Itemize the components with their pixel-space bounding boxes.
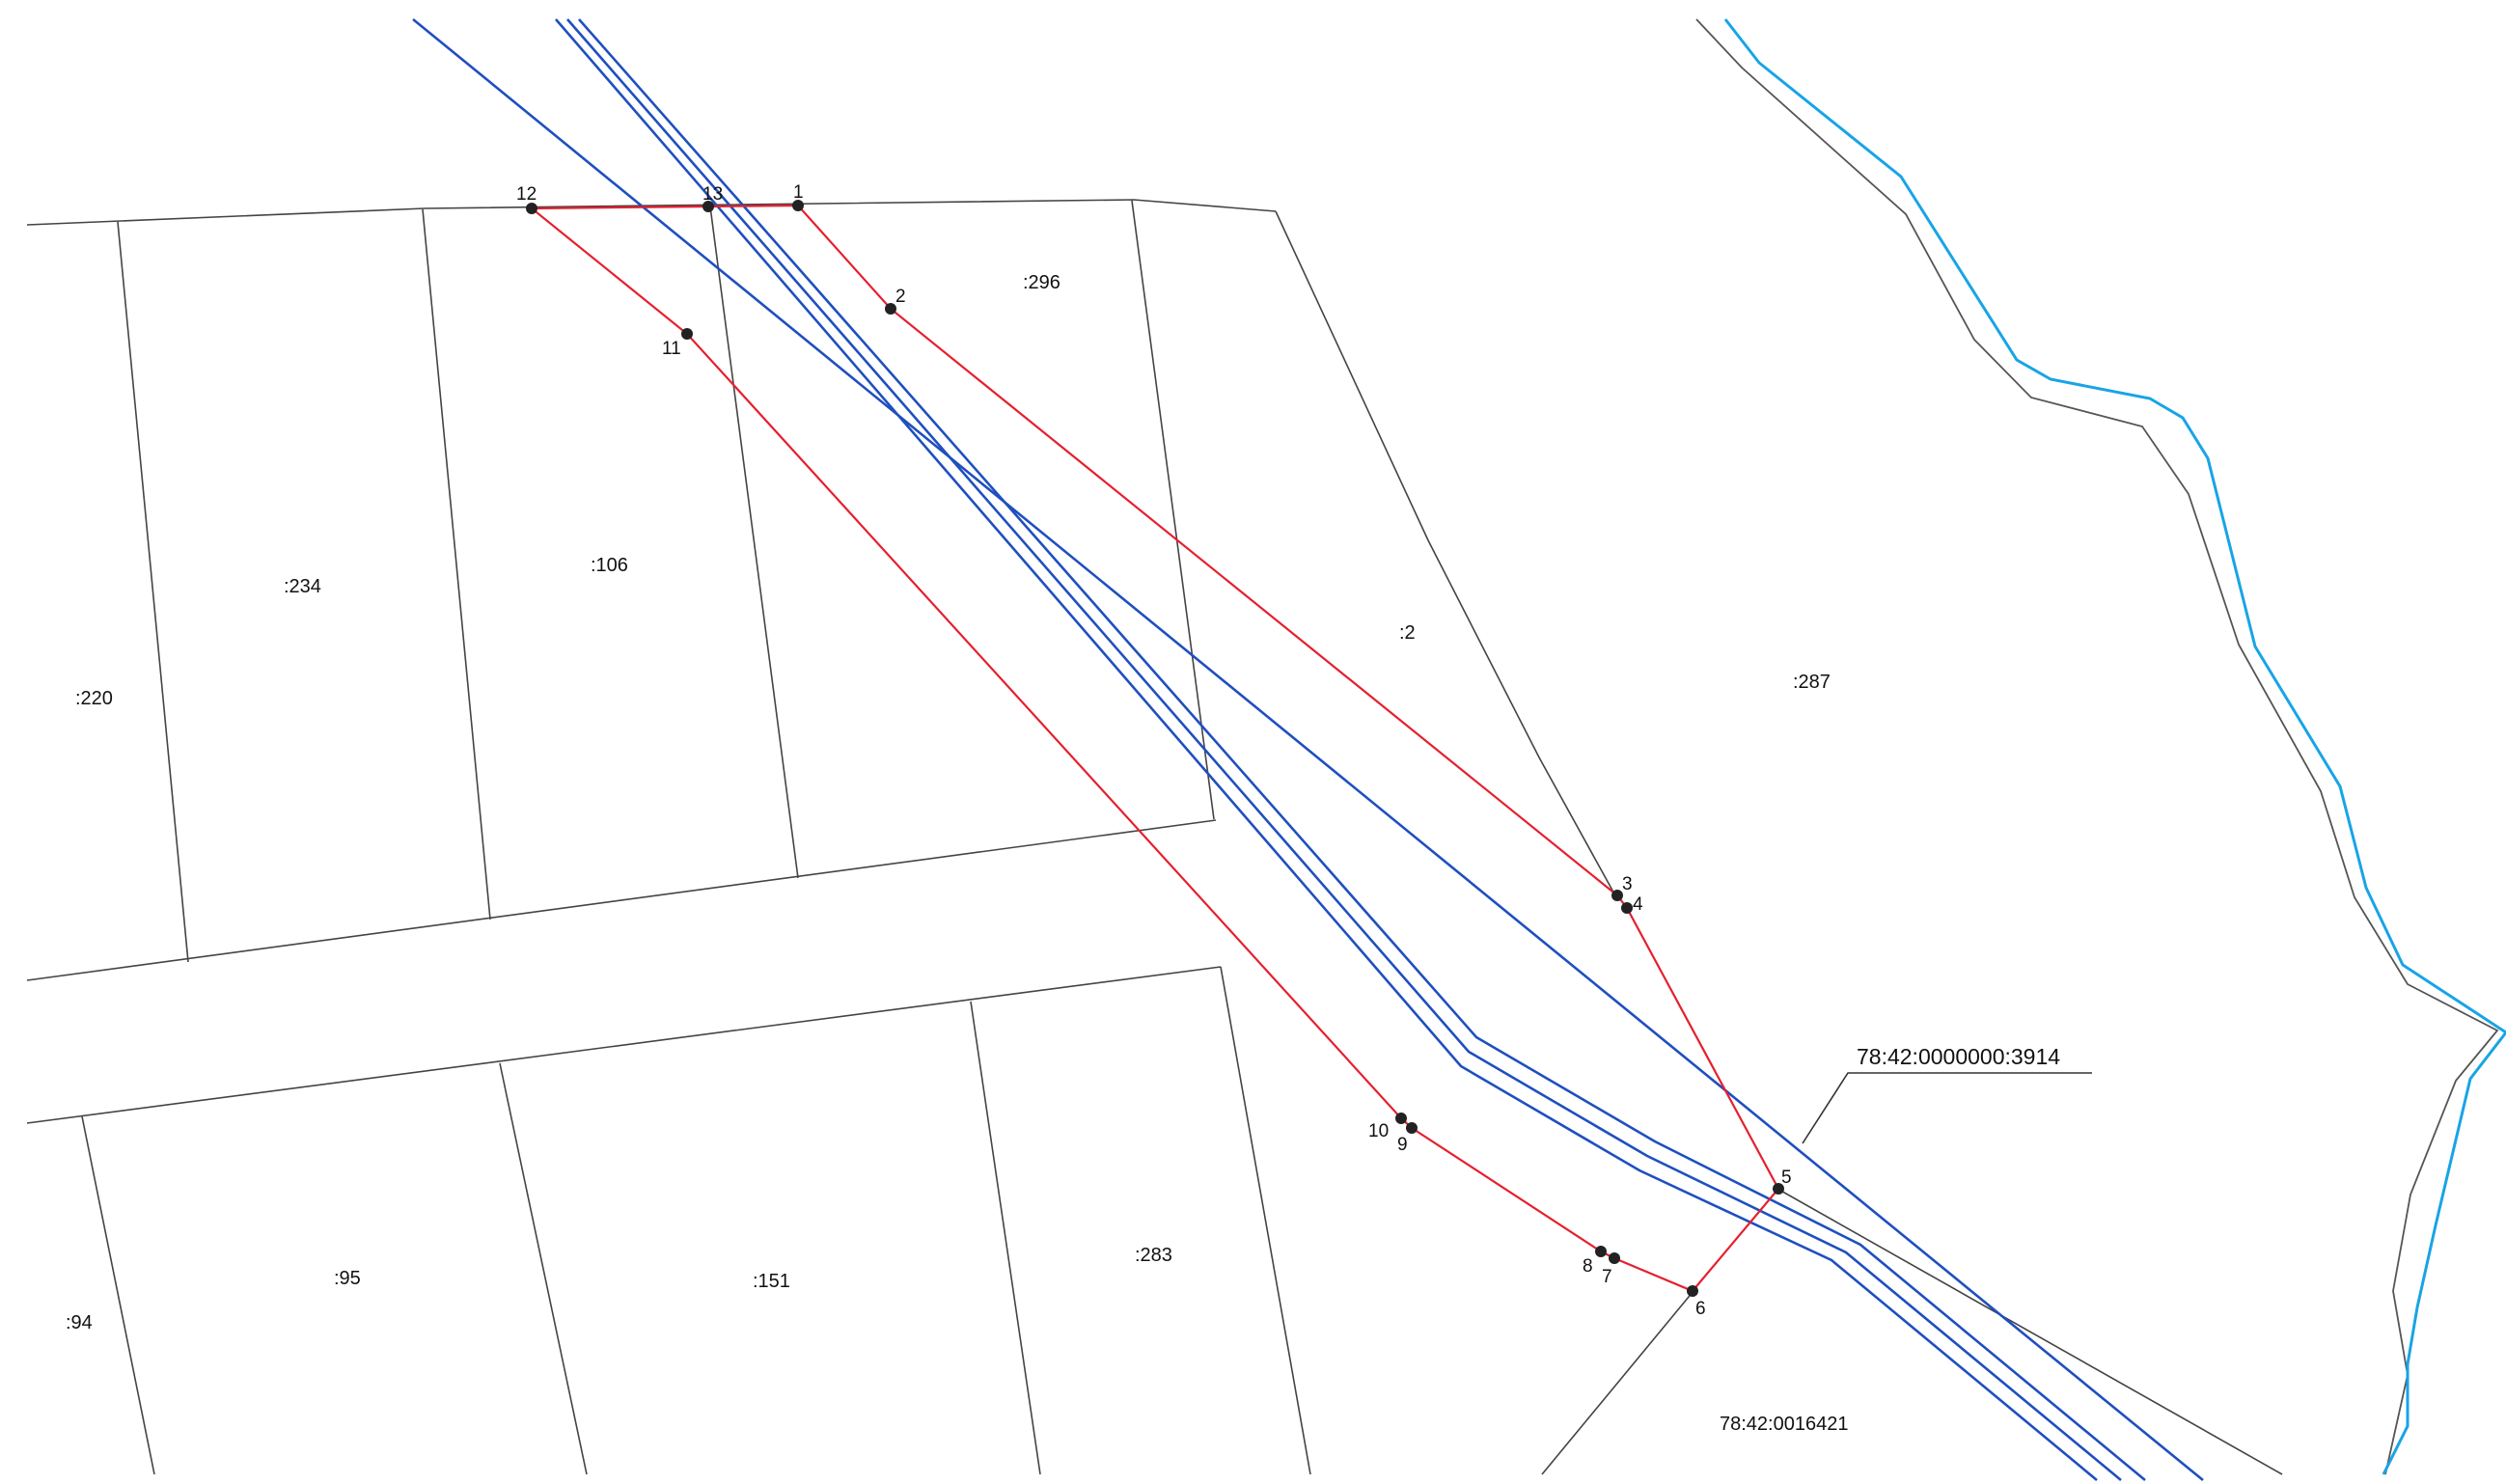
parcel-16421-edge xyxy=(1541,1290,1694,1475)
point-12 xyxy=(526,203,537,214)
east-edge-parcel-2 xyxy=(1275,210,1617,898)
parcel-label-106: :106 xyxy=(591,555,628,576)
boundary-points xyxy=(526,200,1784,1297)
point-label-5: 5 xyxy=(1781,1168,1792,1188)
point-label-2: 2 xyxy=(895,287,906,307)
pipelines xyxy=(412,17,2204,1482)
point-3 xyxy=(1611,890,1623,901)
divider-234-106 xyxy=(422,208,491,921)
point-labels: 1 2 3 4 5 6 7 8 9 10 11 12 13 xyxy=(516,182,1792,1319)
parcel-label-234: :234 xyxy=(284,576,321,597)
point-4 xyxy=(1621,902,1633,914)
point-13 xyxy=(702,201,714,212)
parcel-label-283: :283 xyxy=(1135,1245,1172,1266)
point-label-10: 10 xyxy=(1368,1121,1389,1141)
point-label-6: 6 xyxy=(1695,1299,1706,1319)
point-2 xyxy=(885,303,896,315)
parcel-label-94: :94 xyxy=(66,1312,93,1333)
parcel-lines xyxy=(26,199,2283,1475)
pipeline-triple-1 xyxy=(555,18,2098,1482)
point-7 xyxy=(1609,1252,1620,1264)
pipeline-triple-2 xyxy=(566,18,2122,1482)
point-label-7: 7 xyxy=(1602,1267,1612,1287)
divider-220-234 xyxy=(117,221,189,963)
east-edge-283 xyxy=(1220,966,1311,1475)
point-label-9: 9 xyxy=(1397,1135,1408,1155)
parcel-label-151: :151 xyxy=(753,1271,790,1292)
south-block-north-edge xyxy=(26,966,1222,1124)
point-9 xyxy=(1406,1122,1418,1134)
parcel-label-287: :287 xyxy=(1793,672,1831,693)
point-11 xyxy=(681,328,693,340)
road-cadastral-label: 78:42:0000000:3914 xyxy=(1857,1044,2060,1069)
point-label-11: 11 xyxy=(662,339,681,359)
cadastral-callout: 78:42:0000000:3914 78:42:0016421 xyxy=(1720,1044,2092,1435)
callout-leader-line xyxy=(1802,1072,2092,1144)
north-block-south-edge xyxy=(26,819,1217,981)
river xyxy=(1695,18,2506,1475)
point-label-8: 8 xyxy=(1583,1256,1593,1277)
divider-95-151 xyxy=(499,1062,588,1475)
river-line xyxy=(1723,18,2506,1475)
point-label-1: 1 xyxy=(793,182,804,203)
divider-94-95 xyxy=(81,1115,155,1475)
point-5 xyxy=(1773,1183,1784,1195)
parcel-label-2: :2 xyxy=(1399,622,1416,644)
road-south-line xyxy=(1776,1188,2283,1475)
pipeline-single xyxy=(412,17,2204,1482)
point-10 xyxy=(1395,1113,1407,1124)
point-1 xyxy=(792,200,804,211)
point-label-13: 13 xyxy=(702,184,723,205)
north-edge-line xyxy=(26,199,1277,226)
point-6 xyxy=(1687,1285,1698,1297)
point-label-3: 3 xyxy=(1622,874,1633,894)
boundary-polygon xyxy=(528,204,1780,1293)
parcel-label-296: :296 xyxy=(1023,272,1060,293)
divider-106-296 xyxy=(709,206,799,879)
parcel-cadastral-label: 78:42:0016421 xyxy=(1720,1414,1848,1435)
parcel-label-95: :95 xyxy=(334,1268,361,1289)
pipeline-triple-3 xyxy=(578,18,2146,1482)
parcel-labels: :220 :234 :106 :296 :2 :287 :94 :95 :151… xyxy=(66,272,1831,1333)
divider-151-283 xyxy=(970,1001,1041,1475)
point-label-12: 12 xyxy=(516,184,537,205)
point-label-4: 4 xyxy=(1633,894,1643,915)
river-bank-line xyxy=(1695,18,2499,1475)
divider-296-2 xyxy=(1131,200,1215,820)
parcel-label-220: :220 xyxy=(75,688,113,709)
point-8 xyxy=(1595,1246,1607,1257)
